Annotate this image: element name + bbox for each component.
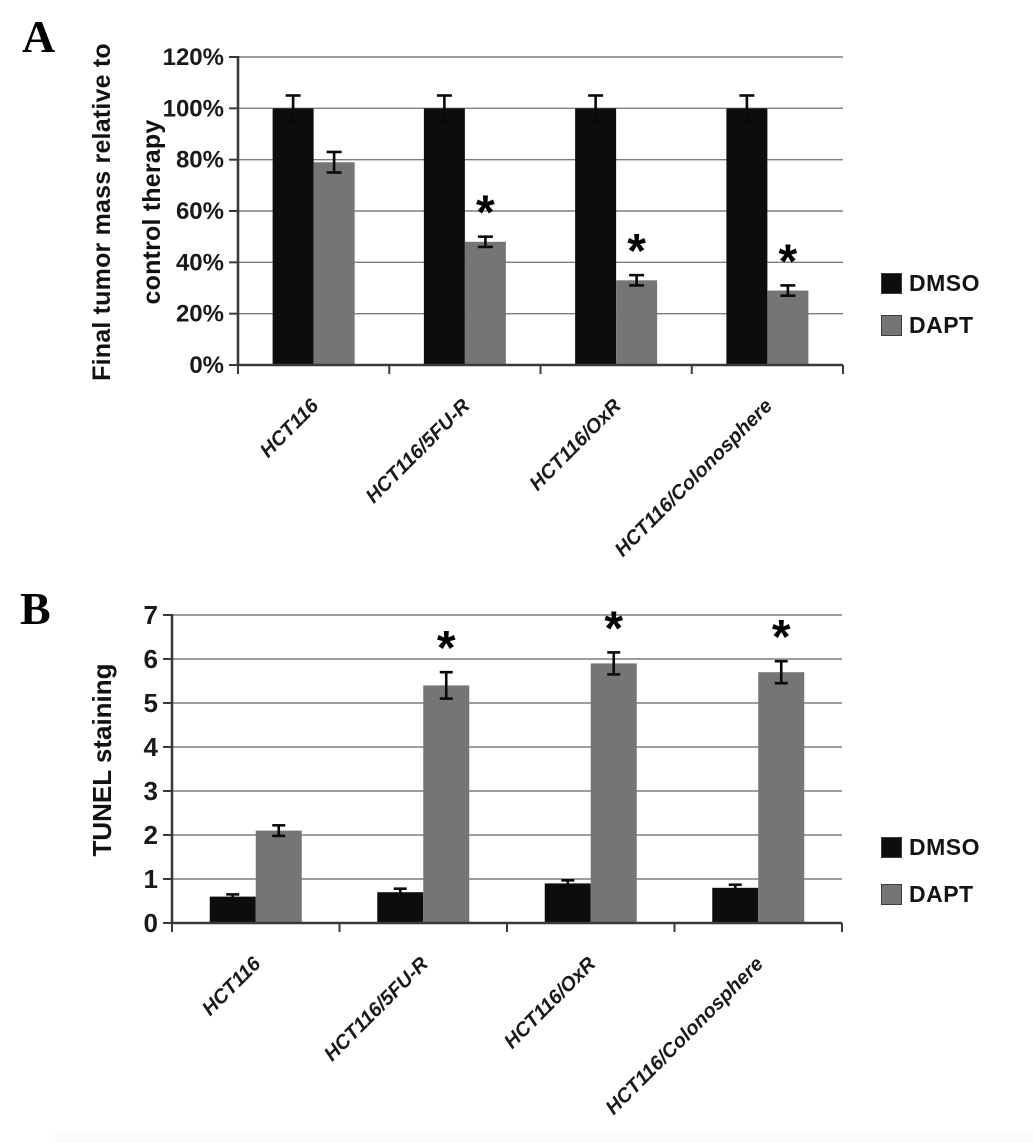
category-label: HCT116/Colonosphere (611, 395, 777, 561)
significance-asterisk: * (779, 235, 798, 288)
significance-asterisk: * (627, 225, 646, 278)
significance-asterisk: * (437, 622, 456, 675)
bar-dmso-HCT116/OxR (544, 883, 591, 923)
y-tick-label: 5 (144, 688, 158, 718)
bar-dmso-HCT116/Colonosphere (712, 887, 759, 923)
y-tick-label: 20% (176, 301, 224, 328)
dapt-swatch (881, 883, 902, 905)
legend-item-dapt: DAPT (881, 880, 980, 907)
bar-dmso-HCT116 (272, 108, 314, 365)
y-tick-label: 100% (163, 95, 224, 122)
bar-dmso-HCT116/5FU-R (423, 108, 465, 365)
y-tick-label: 4 (144, 732, 159, 762)
dapt-legend-label: DAPT (909, 311, 974, 338)
significance-asterisk: * (772, 611, 791, 664)
y-tick-label: 120% (163, 44, 224, 71)
legend-item-dapt: DAPT (881, 311, 980, 338)
y-tick-label: 60% (176, 198, 224, 225)
dmso-legend-label: DMSO (909, 833, 980, 860)
y-tick-label: 7 (144, 600, 158, 630)
category-label: HCT116/OxR (525, 395, 626, 496)
y-tick-label: 80% (176, 147, 224, 174)
panel-b-legend: DMSO DAPT (881, 833, 980, 930)
panel-a-legend: DMSO DAPT (881, 269, 980, 356)
bar-dapt-HCT116/OxR (590, 663, 637, 923)
bar-dmso-HCT116 (209, 896, 256, 923)
bottom-edge-shading (55, 1131, 1033, 1143)
bar-dapt-HCT116/5FU-R (464, 241, 506, 365)
significance-asterisk: * (476, 187, 495, 240)
dmso-swatch (881, 272, 902, 294)
bar-dmso-HCT116/Colonosphere (726, 108, 768, 365)
bar-dmso-HCT116/OxR (575, 108, 617, 365)
category-label: HCT116 (256, 394, 324, 462)
bar-dapt-HCT116/Colonosphere (758, 672, 805, 923)
dmso-legend-label: DMSO (909, 269, 980, 296)
y-tick-label: 3 (144, 776, 158, 806)
bar-dapt-HCT116/OxR (616, 280, 658, 365)
bar-dapt-HCT116/Colonosphere (767, 290, 809, 365)
panel-b-letter: B (20, 583, 51, 634)
y-tick-label: 2 (144, 820, 158, 850)
dapt-legend-label: DAPT (909, 880, 974, 907)
dapt-swatch (881, 314, 902, 336)
category-label: HCT116/OxR (500, 953, 601, 1054)
y-tick-label: 0 (144, 908, 158, 938)
category-label: HCT116/5FU-R (362, 395, 475, 508)
bar-dapt-HCT116/5FU-R (423, 685, 470, 923)
bar-dmso-HCT116/5FU-R (377, 892, 424, 923)
panel-a-chart: * * * 0% 20% 40% 60% 80% 100% 120% HCT116 HCT116/5F… (163, 44, 844, 561)
panel-a-letter: A (22, 11, 56, 62)
legend-item-dmso: DMSO (881, 833, 980, 860)
y-tick-label: 0% (189, 352, 224, 379)
y-tick-label: 40% (176, 249, 224, 276)
category-label: HCT116/Colonosphere (602, 953, 768, 1119)
dmso-swatch (881, 836, 902, 858)
y-tick-label: 1 (144, 864, 158, 894)
bar-dapt-HCT116 (255, 830, 302, 923)
panel-b-chart: * * * 0 1 2 3 4 5 6 7 HCT116 HCT116/5FU-R HCT116/OxR H… (144, 600, 843, 1119)
category-label: HCT116 (198, 952, 266, 1020)
y-tick-label: 6 (144, 644, 158, 674)
significance-asterisk: * (604, 602, 623, 655)
bar-dapt-HCT116 (313, 162, 355, 365)
legend-item-dmso: DMSO (881, 269, 980, 296)
category-label: HCT116/5FU-R (320, 953, 433, 1066)
